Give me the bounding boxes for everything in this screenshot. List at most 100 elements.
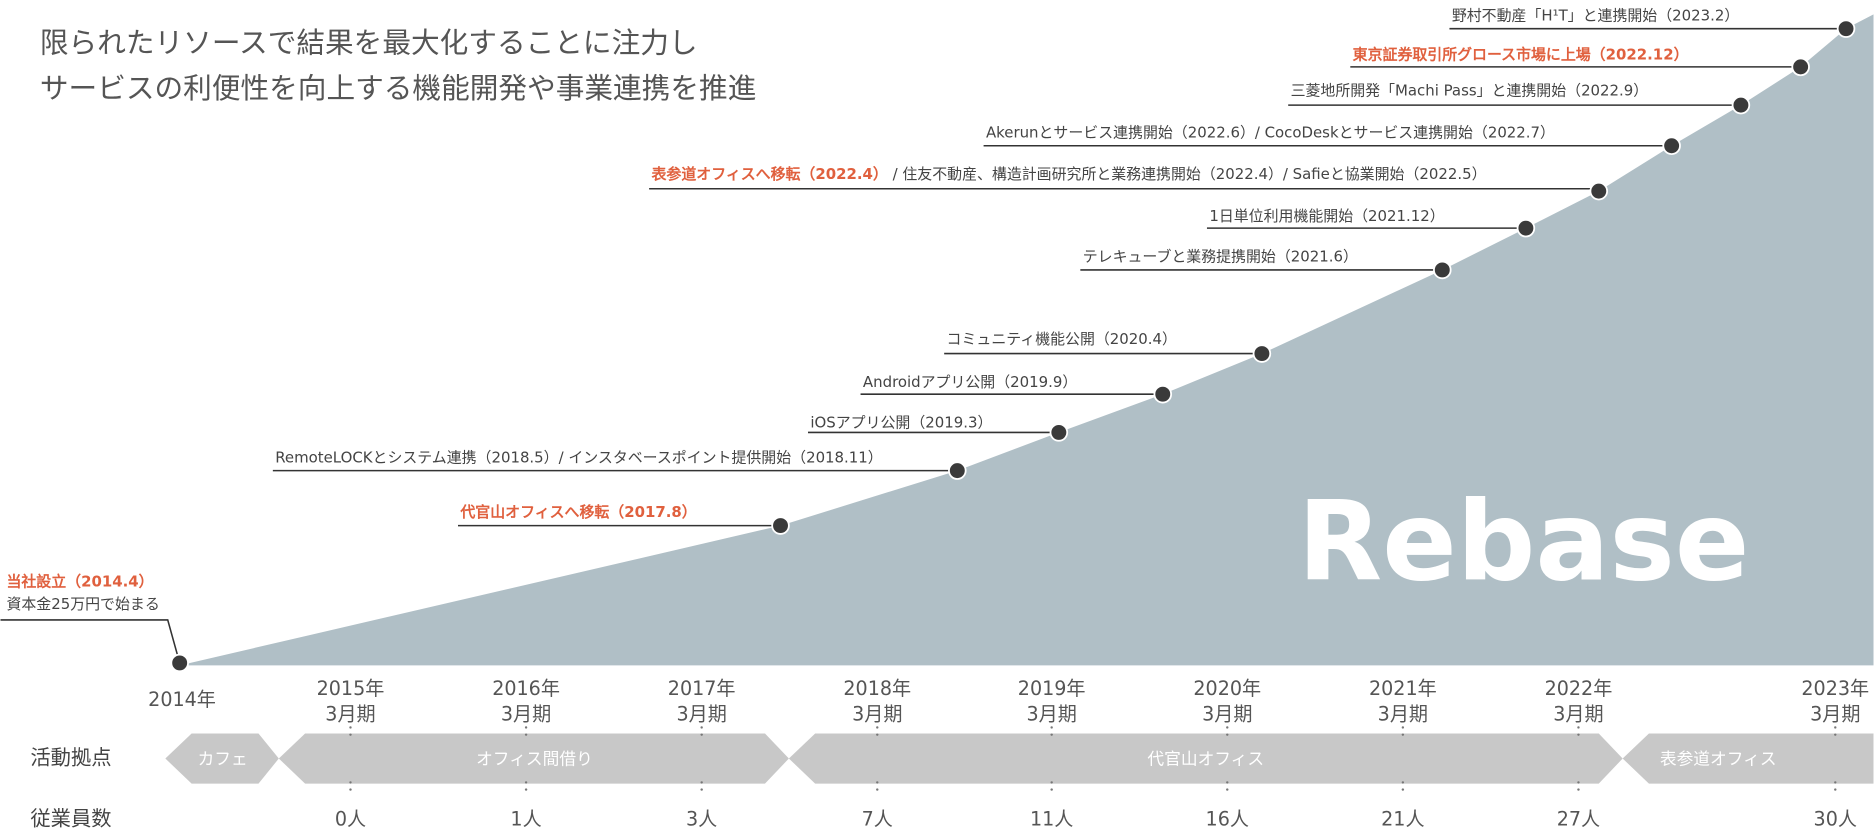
headline: サービスの利便性を向上する機能開発や事業連携を推進: [40, 71, 756, 105]
period-sub: 3月期: [1553, 702, 1603, 725]
dot-separator: [876, 781, 879, 784]
event-label: テレキューブと業務提携開始（2021.6）: [1083, 248, 1358, 266]
event-dot: [1731, 95, 1751, 115]
period-year: 2019年: [1018, 677, 1086, 700]
event-text: 1日単位利用機能開始（2021.12）: [1209, 207, 1444, 225]
dot-separator: [1050, 733, 1053, 736]
event-text: 三菱地所開発「Machi Pass」と連携開始（2022.9）: [1291, 82, 1649, 100]
dot-separator: [1226, 781, 1229, 784]
dot-separator: [349, 726, 352, 729]
event-text: 野村不動産「H¹T」と連携開始（2023.2）: [1452, 6, 1739, 24]
dot-separator: [700, 788, 703, 791]
period-sub: 3月期: [1202, 702, 1252, 725]
dot-separator: [876, 788, 879, 791]
dot-separator: [1226, 788, 1229, 791]
dot-separator: [1401, 781, 1405, 784]
row-label: 従業員数: [30, 806, 111, 829]
dot-separator: [1577, 733, 1580, 736]
dot-separator: [1577, 788, 1580, 791]
dot-separator: [524, 726, 528, 729]
event-text: 表参道オフィスへ移転（2022.4）: [652, 165, 888, 183]
event-dot: [1433, 260, 1452, 280]
dot-separator: [876, 726, 879, 729]
event-text: Androidアプリ公開（2019.9）: [863, 373, 1077, 391]
event-text: / 住友不動産、構造計画研究所と業務連携開始（2022.4）/ Safieと協業…: [888, 165, 1487, 183]
event-dot: [948, 461, 967, 480]
event-dot: [1516, 218, 1536, 238]
leader-line: [0, 619, 181, 664]
period-year: 2020年: [1193, 677, 1261, 700]
employee-count: 0人: [335, 807, 366, 829]
dot-separator: [700, 781, 703, 784]
site-label: 代官山オフィス: [1147, 748, 1264, 768]
dot-separator: [1577, 781, 1580, 784]
event-text: Akerunとサービス連携開始（2022.6）/ CocoDeskとサービス連携…: [986, 123, 1555, 141]
growth-area: [179, 14, 1874, 666]
employee-count: 3人: [686, 807, 717, 829]
event-dot: [1252, 344, 1272, 363]
event-text: コミュニティ機能公開（2020.4）: [947, 330, 1177, 348]
dot-separator: [349, 733, 352, 736]
event-dot: [1049, 423, 1069, 442]
event-label: 東京証券取引所グロース市場に上場（2022.12）: [1353, 46, 1689, 64]
employee-count: 21人: [1381, 807, 1424, 829]
dot-separator: [1401, 733, 1405, 736]
period-year: 2021年: [1369, 677, 1437, 700]
dot-separator: [1226, 733, 1229, 736]
period-sub: 3月期: [676, 702, 726, 725]
event-label: 表参道オフィスへ移転（2022.4） / 住友不動産、構造計画研究所と業務連携開…: [652, 165, 1487, 183]
event-dot: [771, 516, 790, 535]
dot-separator: [1050, 781, 1053, 784]
event-note: 資本金25万円で始まる: [6, 595, 159, 613]
employee-count: 1人: [510, 807, 541, 829]
period-year: 2017年: [668, 677, 736, 700]
brand: Rebase: [1298, 477, 1750, 605]
row-label: 活動拠点: [30, 745, 111, 769]
dot-separator: [1401, 726, 1405, 729]
event-label: 野村不動産「H¹T」と連携開始（2023.2）: [1452, 6, 1739, 24]
period-sub: 3月期: [1810, 702, 1860, 725]
event-dot: [1153, 384, 1173, 404]
dot-separator: [1050, 788, 1053, 791]
dot-separator: [700, 733, 703, 736]
site-arrow: [788, 733, 1623, 784]
dot-separator: [1050, 726, 1053, 729]
period-sub: 3月期: [852, 702, 902, 725]
site-label: カフェ: [198, 748, 248, 768]
event-dot: [1791, 57, 1810, 77]
dot-separator: [1401, 788, 1405, 791]
dot-separator: [1834, 788, 1837, 791]
period-year: 2018年: [843, 677, 911, 700]
event-label: Androidアプリ公開（2019.9）: [863, 373, 1077, 391]
site-arrow: [165, 733, 279, 784]
event-text: 当社設立（2014.4）: [6, 573, 153, 591]
dot-separator: [1834, 733, 1837, 736]
period-year: 2022年: [1545, 677, 1613, 700]
event-text: iOSアプリ公開（2019.3）: [810, 414, 992, 432]
dot-separator: [876, 733, 879, 736]
dot-separator: [524, 781, 528, 784]
dot-separator: [349, 788, 352, 791]
site-arrow: [1622, 733, 1874, 784]
site-arrows: [165, 733, 1874, 784]
period-sub: 3月期: [501, 702, 551, 725]
event-label: RemoteLOCKとシステム連携（2018.5）/ インスタベースポイント提供…: [275, 448, 882, 466]
dot-separator: [1834, 781, 1837, 784]
event-label: 1日単位利用機能開始（2021.12）: [1209, 207, 1444, 225]
event-label: Akerunとサービス連携開始（2022.6）/ CocoDeskとサービス連携…: [986, 123, 1555, 141]
period-year: 2014年: [148, 688, 216, 711]
period-year: 2016年: [492, 677, 560, 700]
event-label: 当社設立（2014.4）: [6, 573, 153, 591]
employee-count: 16人: [1206, 807, 1249, 829]
employee-count: 27人: [1557, 807, 1600, 829]
event-dot: [170, 653, 189, 673]
event-label: 三菱地所開発「Machi Pass」と連携開始（2022.9）: [1291, 82, 1649, 100]
site-label: オフィス間借り: [476, 748, 593, 768]
event-label: iOSアプリ公開（2019.3）: [810, 414, 992, 432]
dot-separator: [1226, 726, 1229, 729]
period-year: 2015年: [317, 677, 385, 700]
event-text: RemoteLOCKとシステム連携（2018.5）/ インスタベースポイント提供…: [275, 448, 882, 466]
employee-count: 30人: [1814, 807, 1857, 829]
event-dot: [1836, 19, 1856, 38]
event-text: 東京証券取引所グロース市場に上場（2022.12）: [1353, 46, 1689, 64]
